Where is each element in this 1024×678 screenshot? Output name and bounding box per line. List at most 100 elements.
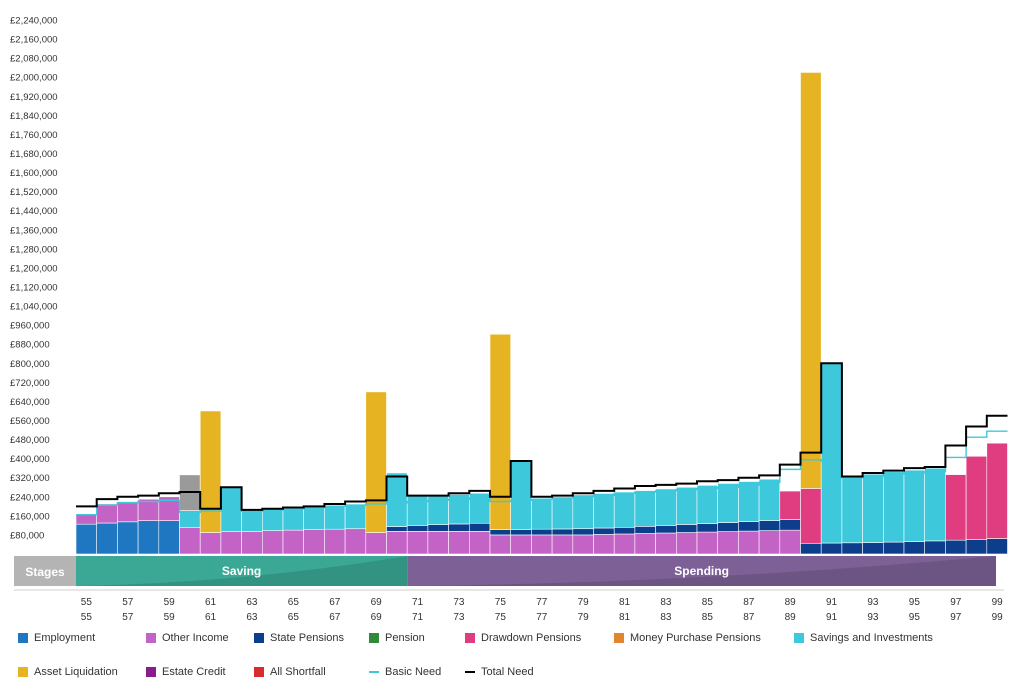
x-tick-label-row2: 81 [619, 612, 631, 623]
y-tick-label: £2,160,000 [10, 35, 58, 46]
bar-segment-other-income [117, 501, 139, 523]
legend-item: Employment [18, 632, 95, 644]
x-tick-label-row2: 73 [453, 612, 465, 623]
y-tick-label: £2,000,000 [10, 73, 58, 84]
bar-segment-drawdown-pensions [779, 490, 801, 520]
bar-segment-other-income [551, 534, 574, 555]
x-tick-label: 97 [950, 597, 962, 608]
x-tick-label-row2: 63 [246, 612, 258, 623]
bar-segment-state-pensions [448, 523, 470, 532]
y-tick-label: £1,360,000 [10, 225, 58, 236]
bar-segment-savings-and-investments [758, 478, 781, 521]
bar-segment-state-pensions [489, 529, 512, 536]
x-tick-label-row2: 61 [205, 612, 217, 623]
bar-segment-savings-and-investments [241, 509, 263, 532]
legend-item: Basic Need [369, 666, 441, 678]
bar-segment-other-income [241, 531, 263, 555]
bar-segment-other-income [303, 529, 325, 555]
bar-segment-other-income [427, 531, 449, 555]
x-tick-label: 63 [246, 597, 258, 608]
bar-segment-drawdown-pensions [945, 474, 967, 541]
bar-segment-other-income [137, 498, 160, 521]
stage-band-shade [407, 556, 996, 586]
bar-segment-state-pensions [986, 538, 1008, 555]
legend-label: All Shortfall [270, 666, 326, 678]
bar-segment-other-income [634, 533, 656, 555]
bar-segment-savings-and-investments [862, 473, 884, 543]
legend-swatch [465, 633, 475, 643]
stages-band: Stages Saving Spending [14, 556, 1004, 591]
bar-segment-state-pensions [634, 526, 656, 534]
bar-segment-state-pensions [738, 521, 760, 532]
bar-segment-state-pensions [758, 520, 781, 531]
x-tick-label: 71 [412, 597, 424, 608]
bar-segment-other-income [675, 532, 698, 555]
x-tick-label: 81 [619, 597, 631, 608]
x-tick-label-row2: 97 [950, 612, 962, 623]
y-tick-label: £1,920,000 [10, 92, 58, 103]
y-tick-label: £1,680,000 [10, 149, 58, 160]
legend-label: Asset Liquidation [34, 666, 118, 678]
bar-segment-savings-and-investments [179, 510, 201, 528]
bar-segment-savings-and-investments [261, 509, 284, 531]
x-tick-label-row2: 59 [164, 612, 176, 623]
bar-segment-savings-and-investments [820, 362, 843, 544]
legend-label: Savings and Investments [810, 632, 933, 644]
x-tick-label: 99 [992, 597, 1004, 608]
bar-segment-savings-and-investments [655, 488, 677, 526]
y-tick-label: £800,000 [10, 359, 50, 370]
legend-swatch [146, 633, 156, 643]
legend-item: Money Purchase Pensions [614, 632, 761, 644]
bar-segment-savings-and-investments [324, 505, 346, 530]
bar-segment-savings-and-investments [717, 483, 739, 523]
bar-segment-savings-and-investments [572, 494, 594, 530]
stages-label: Stages [25, 565, 65, 579]
x-tick-label-row2: 99 [992, 612, 1004, 623]
bar-segment-other-income [261, 530, 284, 555]
bar-segment-other-income [717, 531, 739, 555]
step-line-basic-need [76, 430, 1008, 516]
bar-segment-savings-and-investments [220, 486, 242, 532]
x-tick-label: 59 [164, 597, 176, 608]
bar-segment-other-income [758, 530, 781, 555]
bar-segment-savings-and-investments [303, 506, 325, 530]
bar-segment-other-income [365, 532, 387, 555]
bar-segment-asset-liquidation [800, 72, 822, 489]
legend-label: Total Need [481, 666, 534, 678]
y-tick-label: £1,840,000 [10, 111, 58, 122]
bar-segment-other-income [489, 534, 512, 555]
bar-segment-other-income [738, 530, 760, 555]
bar-segment-state-pensions [531, 528, 553, 536]
bar-segment-other-income [531, 534, 553, 555]
bar-segment-other-income [696, 531, 719, 555]
bar-segment-savings-and-investments [841, 475, 863, 544]
bar-segment-state-pensions [655, 525, 677, 534]
need-lines [76, 362, 1008, 516]
bar-segment-state-pensions [696, 523, 719, 533]
x-tick-label: 83 [660, 597, 672, 608]
bar-segment-asset-liquidation [199, 410, 222, 533]
legend-swatch [18, 667, 28, 677]
bar-stacks [75, 72, 1008, 555]
bar-segment-state-pensions [406, 525, 429, 532]
x-tick-label: 85 [702, 597, 714, 608]
bar-segment-savings-and-investments [738, 481, 760, 522]
legend-item: Other Income [146, 632, 229, 644]
stage-label-spending: Spending [674, 564, 729, 578]
bar-segment-state-pensions [551, 528, 574, 536]
x-tick-label-row2: 79 [578, 612, 590, 623]
stages-label-box [14, 556, 76, 586]
y-tick-label: £2,240,000 [10, 16, 58, 27]
x-tick-label: 95 [909, 597, 921, 608]
bar-segment-savings-and-investments [613, 491, 636, 528]
y-tick-label: £480,000 [10, 435, 50, 446]
bar-segment-savings-and-investments [344, 504, 367, 530]
chart-legend: Employment Other Income State Pensions Pens… [18, 632, 1018, 678]
bar-segment-savings-and-investments [510, 460, 532, 530]
x-tick-label: 75 [495, 597, 507, 608]
bar-segment-other-income [96, 503, 118, 524]
legend-swatch [254, 667, 264, 677]
bar-segment-state-pensions [468, 522, 491, 532]
bar-segment-asset-liquidation [489, 333, 512, 530]
